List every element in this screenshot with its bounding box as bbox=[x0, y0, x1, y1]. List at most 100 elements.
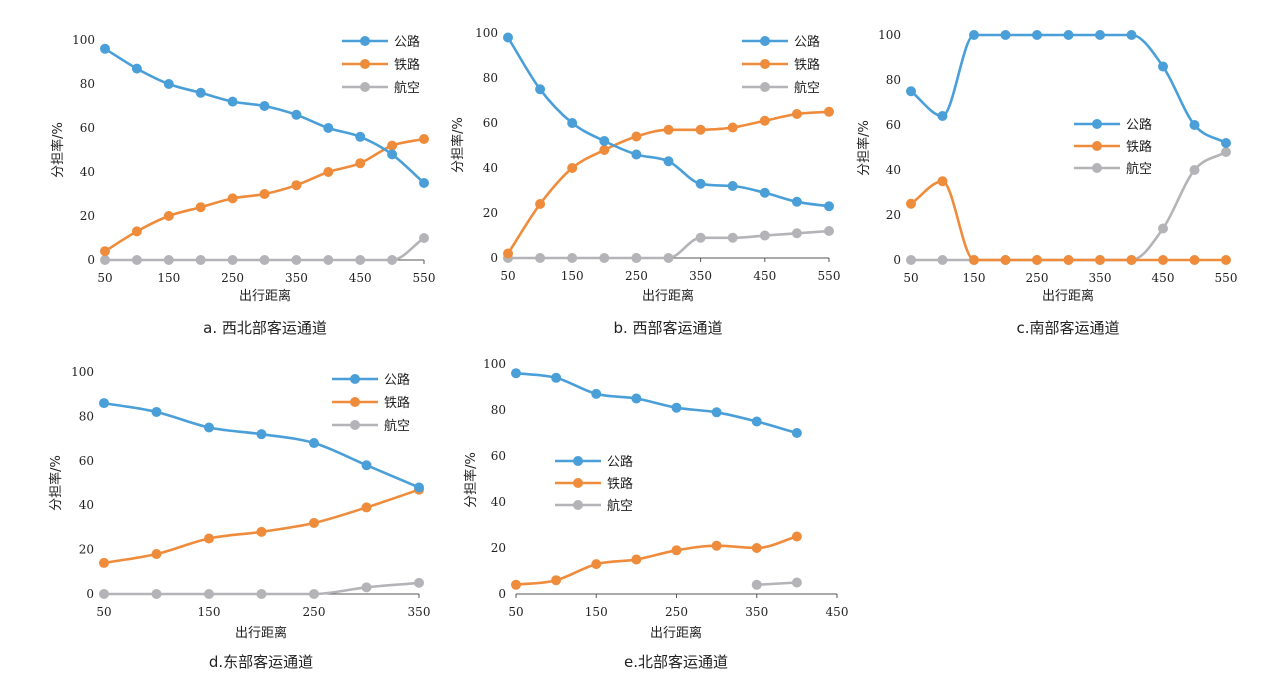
y-tick-label: 80 bbox=[886, 73, 901, 87]
data-point-航空 bbox=[227, 255, 238, 265]
y-tick-label: 60 bbox=[491, 449, 506, 463]
y-tick-label: 20 bbox=[80, 209, 95, 223]
y-axis-title: 分担率/% bbox=[450, 117, 466, 173]
data-point-铁路 bbox=[1095, 255, 1105, 265]
series-line-公路 bbox=[909, 33, 1228, 145]
x-tick-label: 150 bbox=[198, 605, 221, 619]
data-point-公路 bbox=[99, 398, 109, 409]
series-line-铁路 bbox=[909, 180, 1228, 262]
data-point-铁路 bbox=[204, 533, 214, 544]
y-tick-label: 80 bbox=[80, 77, 95, 91]
data-point-公路 bbox=[599, 136, 610, 146]
data-point-公路 bbox=[1221, 138, 1231, 148]
data-point-航空 bbox=[195, 255, 206, 265]
x-axis-title: 出行距离 bbox=[235, 625, 287, 641]
y-axis-title: 分担率/% bbox=[50, 122, 66, 178]
legend-swatch-marker bbox=[350, 374, 360, 384]
data-point-航空 bbox=[355, 255, 366, 265]
data-point-公路 bbox=[791, 196, 802, 207]
data-point-公路 bbox=[361, 460, 372, 471]
legend-swatch-marker bbox=[360, 36, 370, 46]
legend-swatch-marker bbox=[760, 59, 770, 69]
y-tick-label: 100 bbox=[483, 357, 506, 371]
legend-label: 航空 bbox=[394, 80, 420, 96]
data-point-公路 bbox=[727, 181, 738, 191]
data-point-公路 bbox=[631, 393, 642, 404]
data-point-铁路 bbox=[695, 124, 706, 135]
y-tick-label: 20 bbox=[491, 541, 506, 555]
x-tick-label: 50 bbox=[96, 605, 111, 619]
x-tick-label: 450 bbox=[826, 605, 849, 619]
data-point-铁路 bbox=[355, 158, 366, 169]
chart-caption: d.东部客运通道 bbox=[209, 653, 313, 671]
data-point-铁路 bbox=[309, 517, 319, 528]
legend-label: 铁路 bbox=[1126, 139, 1152, 155]
legend-label: 公路 bbox=[607, 454, 633, 470]
series-line-公路 bbox=[103, 47, 426, 185]
data-point-铁路 bbox=[824, 106, 834, 117]
data-point-公路 bbox=[1158, 61, 1168, 72]
data-point-公路 bbox=[151, 406, 162, 417]
data-point-铁路 bbox=[591, 559, 602, 570]
data-point-公路 bbox=[419, 178, 429, 188]
data-point-公路 bbox=[759, 187, 770, 198]
legend-label: 公路 bbox=[384, 372, 410, 388]
data-point-铁路 bbox=[419, 134, 429, 144]
legend-swatch-marker bbox=[573, 500, 583, 510]
x-tick-label: 250 bbox=[221, 271, 244, 285]
legend-label: 公路 bbox=[394, 34, 420, 50]
legend-label: 航空 bbox=[794, 80, 820, 96]
legend-label: 航空 bbox=[1126, 161, 1152, 177]
data-point-公路 bbox=[695, 178, 706, 189]
x-tick-label: 450 bbox=[1152, 271, 1175, 285]
data-point-航空 bbox=[937, 255, 948, 265]
data-point-航空 bbox=[419, 233, 429, 243]
data-point-公路 bbox=[631, 149, 642, 160]
data-point-铁路 bbox=[791, 109, 802, 119]
data-point-铁路 bbox=[937, 176, 948, 187]
y-tick-label: 80 bbox=[483, 71, 498, 85]
chart-caption: e.北部客运通道 bbox=[624, 653, 728, 671]
data-point-公路 bbox=[591, 388, 602, 399]
x-tick-label: 250 bbox=[303, 605, 326, 619]
chart-caption: a. 西北部客运通道 bbox=[203, 319, 327, 337]
data-point-铁路 bbox=[1126, 255, 1137, 265]
data-point-铁路 bbox=[1158, 255, 1168, 265]
data-point-铁路 bbox=[663, 124, 674, 135]
data-point-公路 bbox=[259, 101, 270, 111]
data-point-航空 bbox=[535, 253, 546, 263]
y-tick-label: 100 bbox=[878, 28, 901, 42]
legend-swatch-marker bbox=[573, 478, 583, 488]
data-point-铁路 bbox=[567, 163, 578, 173]
x-tick-label: 450 bbox=[349, 271, 372, 285]
x-tick-label: 50 bbox=[508, 605, 523, 619]
data-point-铁路 bbox=[99, 557, 109, 568]
data-point-铁路 bbox=[1000, 255, 1011, 265]
data-point-航空 bbox=[791, 228, 802, 239]
data-point-公路 bbox=[906, 86, 916, 97]
x-axis-title: 出行距离 bbox=[650, 625, 702, 641]
data-point-公路 bbox=[824, 201, 834, 212]
legend-swatch-marker bbox=[1092, 141, 1102, 151]
data-point-铁路 bbox=[759, 115, 770, 126]
data-point-公路 bbox=[387, 149, 398, 160]
data-point-铁路 bbox=[599, 145, 610, 155]
x-tick-label: 350 bbox=[1089, 271, 1112, 285]
y-tick-label: 40 bbox=[80, 165, 95, 179]
data-point-公路 bbox=[131, 63, 142, 74]
data-point-铁路 bbox=[535, 199, 546, 209]
data-point-公路 bbox=[1032, 30, 1042, 40]
y-tick-label: 100 bbox=[475, 26, 498, 40]
data-point-铁路 bbox=[131, 226, 142, 237]
data-point-铁路 bbox=[969, 255, 979, 265]
y-tick-label: 100 bbox=[72, 33, 95, 47]
legend-swatch-marker bbox=[1092, 119, 1102, 129]
legend-swatch-marker bbox=[573, 456, 583, 466]
data-point-公路 bbox=[1063, 30, 1074, 40]
